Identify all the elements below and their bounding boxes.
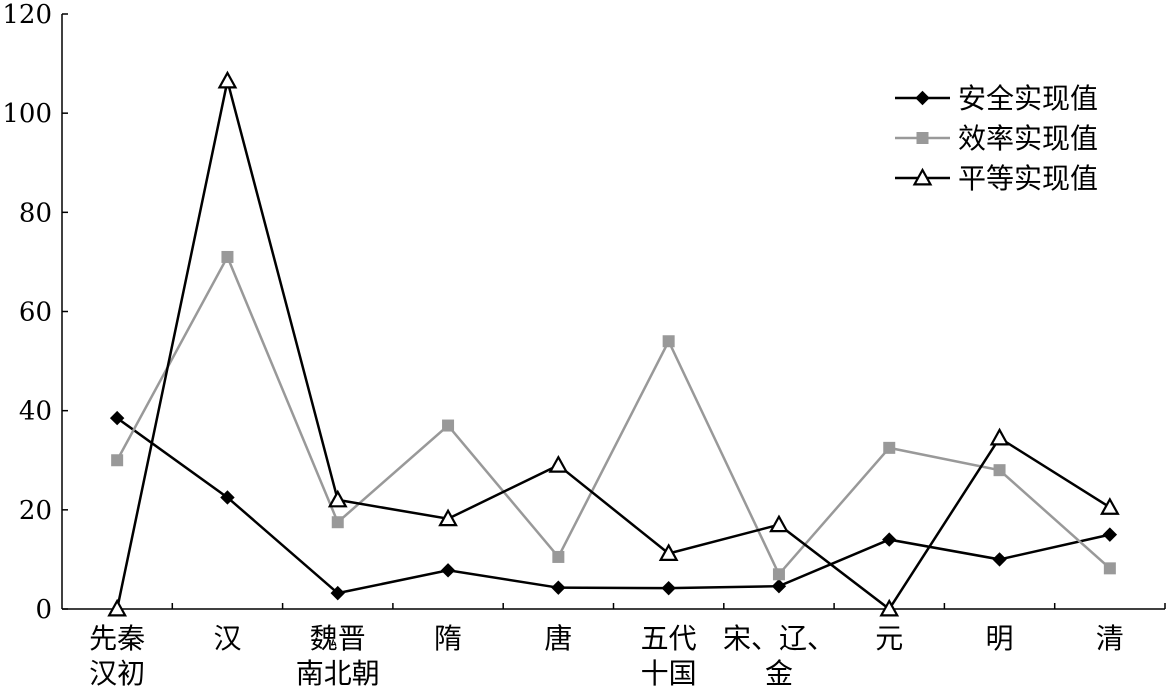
data-point — [1103, 562, 1116, 575]
x-category-label: 汉 — [213, 622, 241, 655]
x-category-label: 汉初 — [89, 657, 145, 690]
y-tick-label: 120 — [2, 0, 52, 30]
y-tick-label: 0 — [35, 595, 52, 625]
y-tick-label: 20 — [19, 496, 52, 526]
data-point — [879, 598, 900, 617]
data-point — [331, 516, 344, 529]
legend-label: 平等实现值 — [958, 162, 1098, 195]
series-2 — [111, 250, 1116, 581]
data-point — [658, 543, 679, 561]
data-point — [438, 508, 458, 527]
data-point — [107, 598, 128, 617]
data-point — [220, 490, 235, 505]
data-point — [109, 410, 125, 426]
legend-marker — [916, 132, 929, 144]
x-category-label: 隋 — [434, 622, 462, 655]
x-category-label: 先秦 — [89, 622, 145, 655]
data-point — [217, 70, 238, 89]
data-point — [993, 464, 1006, 477]
x-category-label: 清 — [1096, 622, 1124, 655]
data-point — [992, 552, 1007, 567]
series-line — [116, 254, 1111, 577]
x-category-label: 五代 — [641, 622, 697, 655]
data-point — [551, 580, 566, 595]
data-point — [552, 550, 565, 563]
y-ticks: 0 20 40 60 80 100 120 — [2, 0, 68, 625]
data-point — [111, 454, 124, 467]
legend-marker — [915, 90, 930, 106]
data-point — [662, 335, 675, 348]
x-category-label: 明 — [986, 622, 1014, 655]
data-point — [548, 454, 569, 473]
data-point — [769, 514, 789, 533]
series-line — [116, 417, 1111, 595]
x-category-label: 南北朝 — [296, 657, 380, 690]
y-tick-label: 80 — [19, 198, 52, 228]
data-point — [221, 250, 234, 263]
series-group — [107, 70, 1120, 617]
data-point — [989, 427, 1010, 446]
legend-label: 效率实现值 — [958, 122, 1098, 155]
data-point — [661, 580, 676, 596]
x-category-label: 元 — [875, 622, 903, 655]
legend-label: 安全实现值 — [958, 82, 1098, 115]
data-point — [330, 585, 345, 601]
data-point — [1102, 527, 1118, 542]
series-3 — [107, 70, 1120, 617]
data-point — [883, 441, 896, 454]
data-point — [771, 578, 787, 594]
x-category-label: 十国 — [641, 657, 697, 690]
x-category-label: 魏晋 — [310, 622, 366, 655]
data-point — [440, 563, 456, 578]
data-point — [772, 568, 785, 581]
data-point — [442, 419, 455, 432]
y-tick-label: 40 — [19, 397, 52, 427]
y-tick-label: 100 — [2, 99, 52, 129]
x-category-label: 宋、辽、 — [723, 622, 835, 655]
data-point — [1099, 497, 1120, 515]
data-point — [882, 532, 897, 547]
data-point — [327, 489, 348, 508]
series-line — [115, 80, 1111, 611]
x-category-label: 唐 — [544, 622, 572, 655]
series-1 — [109, 410, 1118, 601]
y-tick-label: 60 — [19, 298, 52, 328]
x-category-label: 金 — [765, 657, 793, 690]
legend-marker — [912, 167, 933, 186]
